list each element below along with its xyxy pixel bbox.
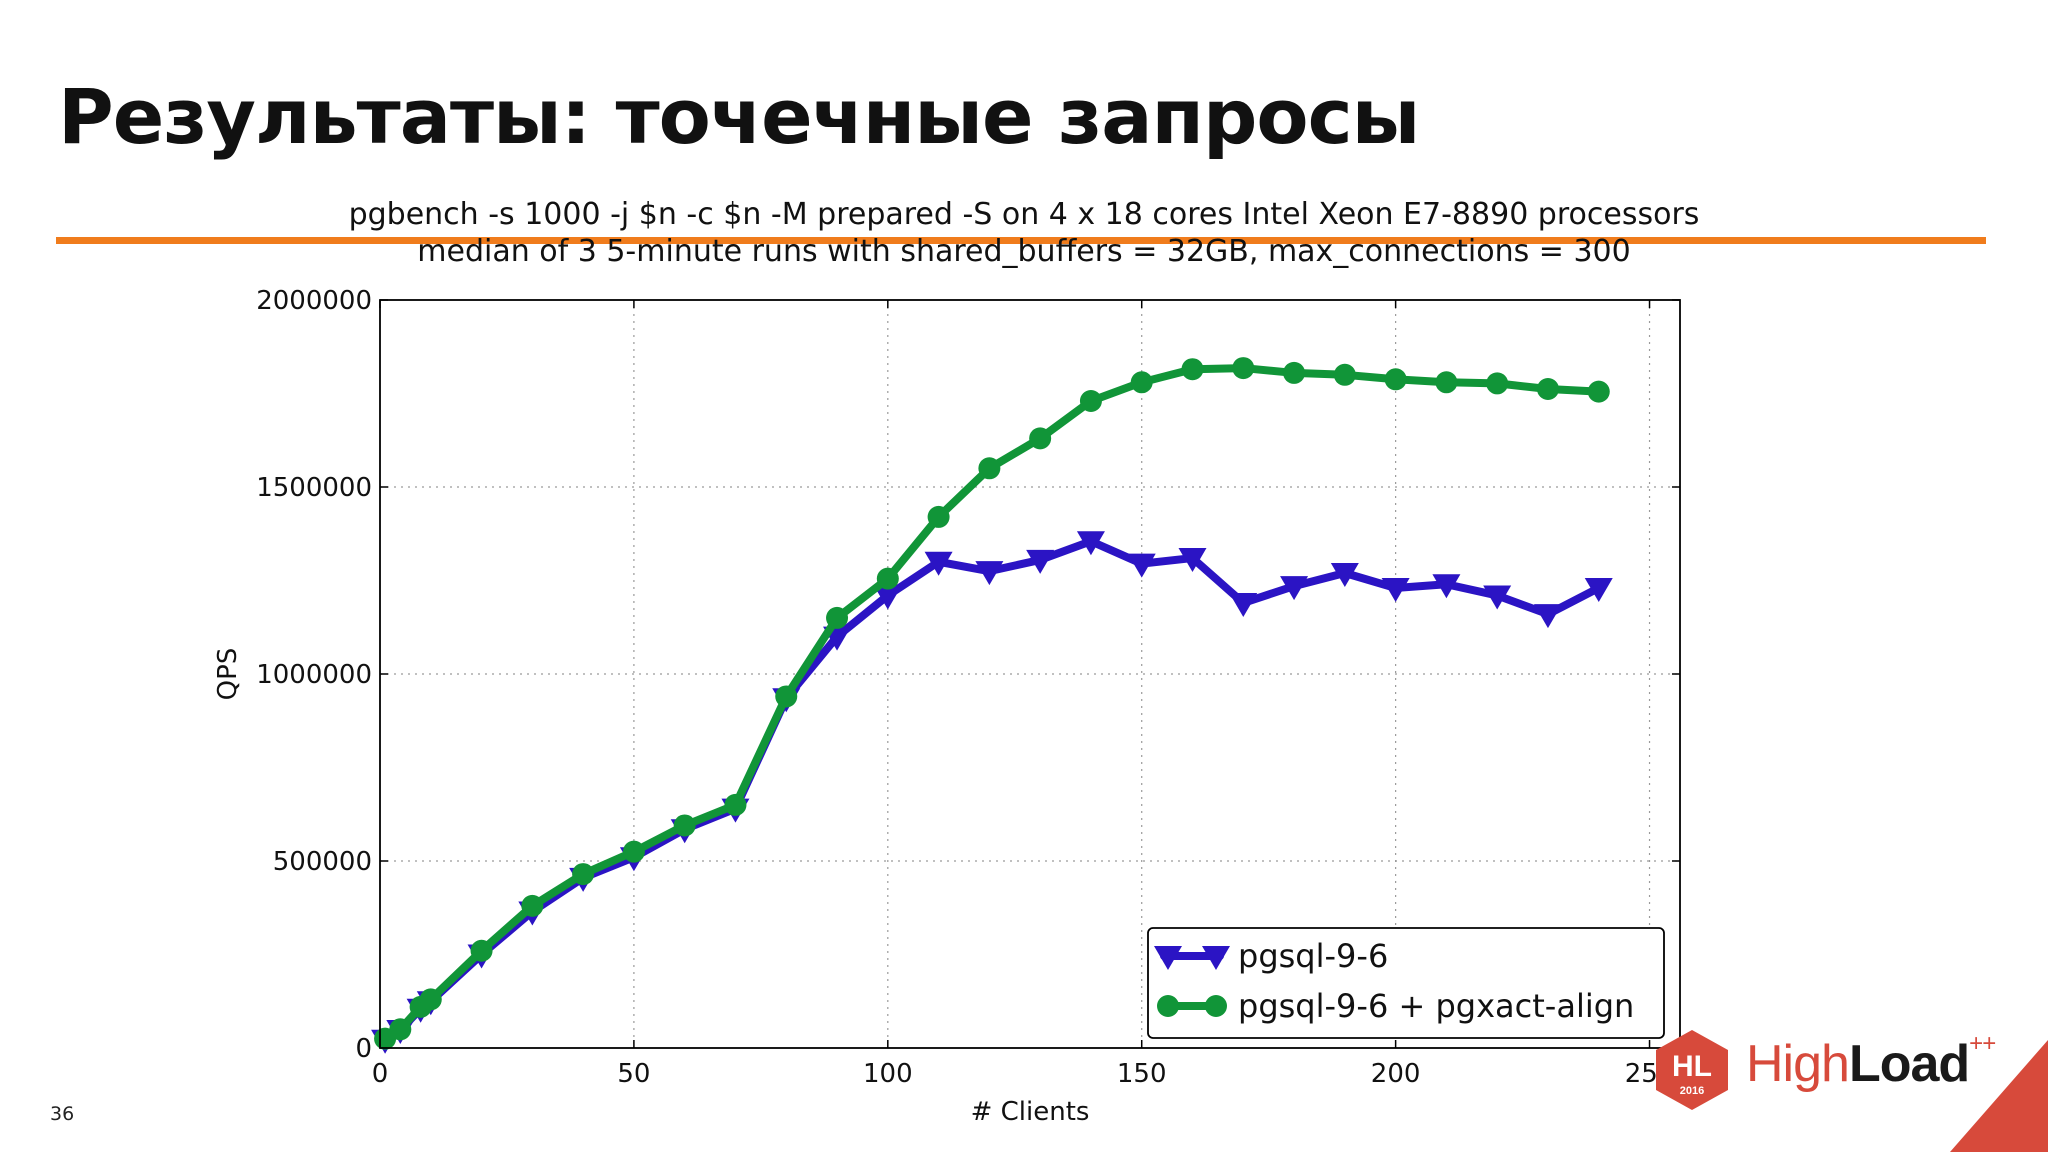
data-point — [1079, 389, 1102, 412]
data-point — [1229, 592, 1258, 617]
hl-hexagon-mark: HL 2016 — [1656, 1030, 1728, 1110]
data-point — [876, 567, 899, 590]
data-point — [775, 685, 798, 708]
data-point — [1381, 577, 1410, 602]
data-point — [975, 561, 1004, 586]
data-point — [1029, 427, 1052, 450]
data-point — [1280, 576, 1309, 601]
x-tick-label: 100 — [863, 1059, 913, 1089]
y-tick-label: 2000000 — [256, 286, 372, 316]
data-point — [1584, 577, 1613, 602]
data-point — [470, 939, 493, 962]
y-axis-label: QPS — [213, 648, 243, 701]
data-point — [1127, 553, 1156, 578]
highload-wordmark: HighLoad++ — [1746, 1030, 1996, 1094]
data-point — [572, 863, 595, 886]
page-number: 36 — [50, 1103, 75, 1125]
hl-mark-year: 2016 — [1680, 1085, 1704, 1097]
plot-frame — [379, 299, 1681, 1049]
y-tick-label: 1000000 — [256, 660, 372, 690]
corner-accent-triangle — [1950, 1040, 2048, 1152]
accent-divider — [56, 237, 1986, 244]
data-point — [1435, 371, 1458, 394]
wordmark-sup: ++ — [1969, 1030, 1996, 1057]
data-point — [1536, 378, 1559, 401]
x-tick-label: 200 — [1371, 1059, 1421, 1089]
legend-label: pgsql-9-6 — [1238, 937, 1388, 975]
series-2 — [374, 357, 1610, 1050]
x-tick-label: 0 — [372, 1059, 389, 1089]
data-point — [826, 606, 849, 629]
data-point — [1483, 585, 1512, 610]
legend-marker — [1154, 946, 1182, 970]
legend-marker — [1157, 995, 1179, 1017]
x-axis-label: # Clients — [971, 1097, 1090, 1127]
legend-label: pgsql-9-6 + pgxact-align — [1238, 987, 1634, 1025]
data-point — [1330, 563, 1359, 588]
data-point — [521, 894, 544, 917]
y-tick-label: 1500000 — [256, 473, 372, 503]
hl-mark-text: HL — [1672, 1050, 1712, 1083]
data-point — [1283, 361, 1306, 384]
chart-subtitle: median of 3 5-minute runs with shared_bu… — [417, 234, 1631, 269]
data-point — [1130, 371, 1153, 394]
data-point — [1587, 380, 1610, 403]
legend-marker — [1202, 946, 1230, 970]
data-point — [924, 551, 953, 576]
wordmark-light: High — [1746, 1035, 1850, 1093]
data-point — [673, 814, 696, 837]
legend-item: pgsql-9-6 — [1154, 937, 1388, 975]
legend-box — [1147, 927, 1665, 1039]
data-point — [1384, 368, 1407, 391]
data-point — [1076, 531, 1105, 556]
wordmark-bold: Load — [1848, 1035, 1970, 1093]
data-point — [1533, 604, 1562, 629]
data-point — [927, 505, 950, 528]
data-point — [724, 793, 747, 816]
legend-item: pgsql-9-6 + pgxact-align — [1157, 987, 1634, 1025]
plot-area — [380, 300, 1680, 1048]
data-point — [1232, 357, 1255, 380]
data-point — [873, 585, 902, 610]
data-point — [978, 457, 1001, 480]
x-tick-label: 150 — [1117, 1059, 1167, 1089]
data-point — [1181, 358, 1204, 381]
data-point — [419, 988, 442, 1011]
data-point — [1333, 363, 1356, 386]
x-tick-label: 50 — [617, 1059, 650, 1089]
y-tick-label: 0 — [355, 1034, 372, 1064]
data-point — [1486, 372, 1509, 395]
highload-logo: HL 2016 HighLoad++ — [1650, 1022, 2010, 1118]
legend: pgsql-9-6 pgsql-9-6 + pgxact-align — [1147, 927, 1665, 1039]
data-point — [1178, 548, 1207, 573]
legend-marker — [1205, 995, 1227, 1017]
y-tick-label: 500000 — [273, 847, 372, 877]
data-point — [1026, 549, 1055, 574]
data-point — [1432, 574, 1461, 599]
chart-title: pgbench -s 1000 -j $n -c $n -M prepared … — [348, 197, 1700, 232]
slide-title: Результаты: точечные запросы — [58, 72, 1420, 161]
data-point — [389, 1018, 412, 1041]
data-point — [622, 840, 645, 863]
